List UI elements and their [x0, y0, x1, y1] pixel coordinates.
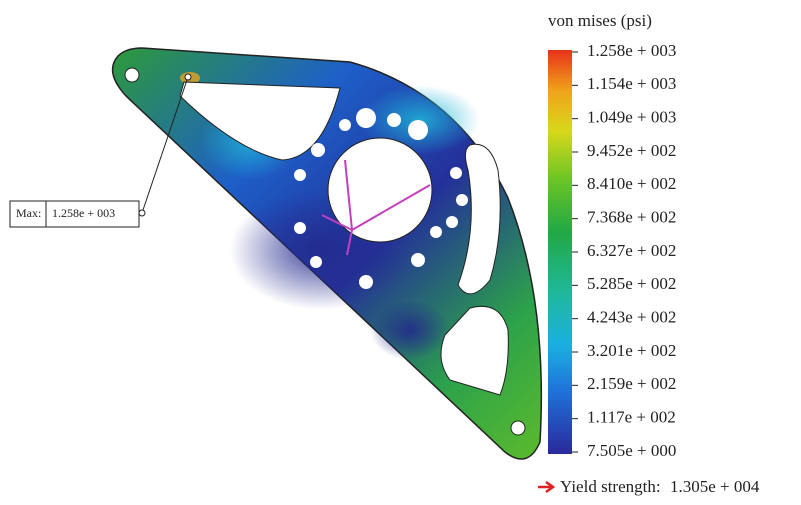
color-bar [548, 50, 572, 454]
yield-label: Yield strength: [560, 477, 661, 496]
legend-label: 7.368e + 002 [587, 208, 676, 227]
legend-label: 3.201e + 002 [587, 341, 676, 360]
part [111, 47, 543, 460]
legend-label: 1.258e + 003 [587, 41, 676, 60]
legend-label: 5.285e + 002 [587, 274, 676, 293]
legend-label: 1.049e + 003 [587, 108, 676, 127]
max-leader [141, 76, 189, 214]
legend-label: 4.243e + 002 [587, 308, 676, 327]
legend-label: 7.505e + 000 [587, 441, 676, 460]
legend-title: von mises (psi) [548, 11, 652, 30]
legend-label: 8.410e + 002 [587, 174, 676, 193]
yield-arrow [538, 480, 556, 494]
legend-label: 6.327e + 002 [587, 241, 676, 260]
legend-label: 1.154e + 003 [587, 74, 676, 93]
legend-label: 9.452e + 002 [587, 141, 676, 160]
max-box [9, 200, 140, 228]
max-value: 1.258e + 003 [52, 206, 115, 220]
yield-value: 1.305e + 004 [670, 477, 760, 496]
max-label: Max: [16, 206, 41, 220]
legend-label: 1.117e + 002 [587, 408, 676, 427]
legend-label: 2.159e + 002 [587, 374, 676, 393]
